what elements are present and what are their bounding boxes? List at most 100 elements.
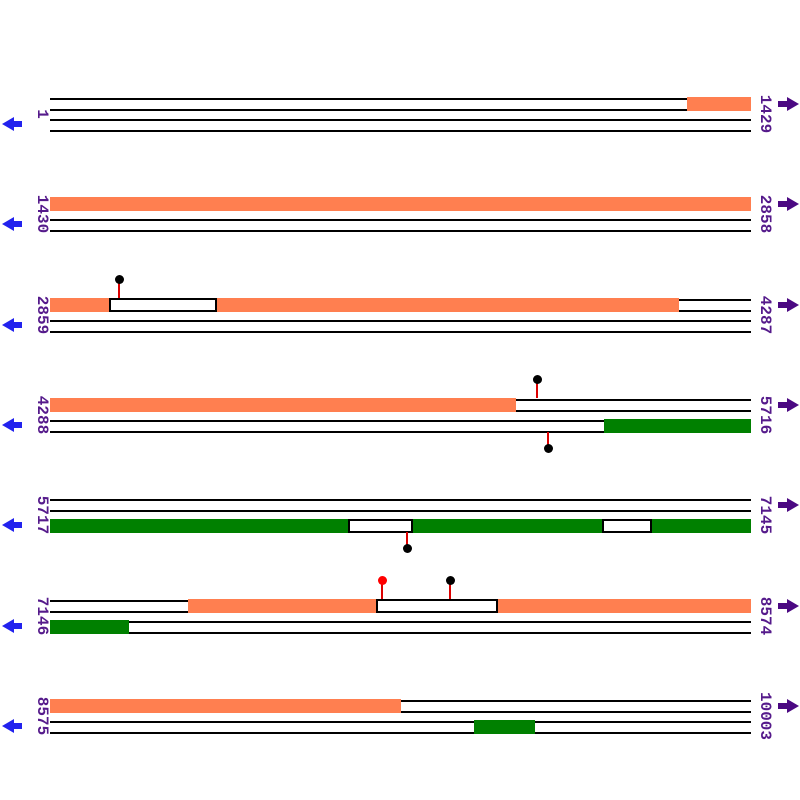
coordinate-text: 1 [33,109,51,119]
frame-line [50,98,751,100]
coordinate-text: 4287 [756,295,774,335]
reverse-strand-arrow-icon [2,518,23,532]
frame-line [50,129,751,132]
coordinate-text: 7146 [33,596,51,636]
frame-line [50,721,751,723]
forward-strand-arrow-icon [778,599,799,613]
feature-box-white [376,599,498,613]
frame-line [50,430,751,433]
frame-line [50,330,751,333]
frame-line [50,219,751,221]
frame-line [50,420,751,422]
frame-line [50,119,751,121]
feature-box-orange [498,599,751,613]
reverse-strand-arrow-icon [2,217,23,231]
marker-stem [449,584,451,599]
marker-dot-black [114,275,124,284]
arrow-tail [778,603,787,609]
forward-strand-arrow-icon [778,298,799,312]
arrow-tail [778,502,787,508]
arrow-head [787,97,799,111]
coordinate-text: 8574 [756,596,774,636]
frame-line [50,731,751,734]
coordinate-text: 2858 [756,194,774,234]
marker-dot-black [543,444,553,453]
frame-line [50,108,751,111]
arrow-tail [14,623,22,629]
arrow-head [2,719,14,733]
reverse-strand-arrow-icon [2,719,23,733]
frame-line [50,509,751,512]
marker-stem [536,383,538,398]
feature-box-green [50,620,129,634]
arrow-head [2,518,14,532]
arrow-head [2,217,14,231]
feature-box-orange [50,398,516,412]
frame-line [50,499,751,501]
feature-box-green [604,419,751,433]
feature-box-green [50,519,348,533]
marker-dot-red [377,576,387,585]
feature-box-green [474,720,535,734]
arrow-head [787,599,799,613]
feature-box-green [413,519,602,533]
arrow-head [787,498,799,512]
coordinate-text: 1430 [33,194,51,234]
arrow-head [2,117,14,131]
forward-strand-arrow-icon [778,97,799,111]
forward-strand-arrow-icon [778,498,799,512]
coordinate-text: 5716 [756,395,774,435]
arrow-head [2,318,14,332]
feature-box-green [652,519,751,533]
marker-stem [547,432,549,445]
marker-stem [406,532,408,545]
arrow-head [2,418,14,432]
arrow-head [787,298,799,312]
coordinate-text: 8575 [33,696,51,736]
marker-stem [118,283,120,298]
arrow-head [2,619,14,633]
feature-box-orange [188,599,376,613]
arrow-tail [778,402,787,408]
arrow-tail [14,522,22,528]
forward-strand-arrow-icon [778,197,799,211]
coordinate-text: 10003 [756,691,774,741]
arrow-tail [14,121,22,127]
marker-dot-black [445,576,455,585]
marker-dot-black [402,544,412,553]
feature-box-orange [687,97,751,111]
arrow-tail [14,723,22,729]
arrow-head [787,398,799,412]
arrow-head [787,197,799,211]
reverse-strand-arrow-icon [2,418,23,432]
coordinate-text: 4288 [33,395,51,435]
coordinate-text: 5717 [33,495,51,535]
forward-strand-arrow-icon [778,699,799,713]
feature-box-orange [217,298,679,312]
arrow-tail [14,322,22,328]
marker-stem [381,584,383,599]
frame-line [50,229,751,232]
arrow-tail [14,221,22,227]
arrow-tail [778,302,787,308]
reverse-strand-arrow-icon [2,318,23,332]
arrow-tail [778,101,787,107]
coordinate-text: 7145 [756,495,774,535]
frame-line [50,631,751,634]
arrow-tail [778,703,787,709]
feature-box-white [348,519,413,533]
frame-line [50,621,751,623]
feature-box-orange [50,298,109,312]
arrow-head [787,699,799,713]
feature-box-white [109,298,217,312]
frame-line [50,320,751,322]
feature-box-white [602,519,652,533]
feature-box-orange [50,197,751,211]
arrow-tail [778,201,787,207]
reverse-strand-arrow-icon [2,619,23,633]
coordinate-text: 1429 [756,94,774,134]
marker-dot-black [532,375,542,384]
reverse-strand-arrow-icon [2,117,23,131]
arrow-tail [14,422,22,428]
